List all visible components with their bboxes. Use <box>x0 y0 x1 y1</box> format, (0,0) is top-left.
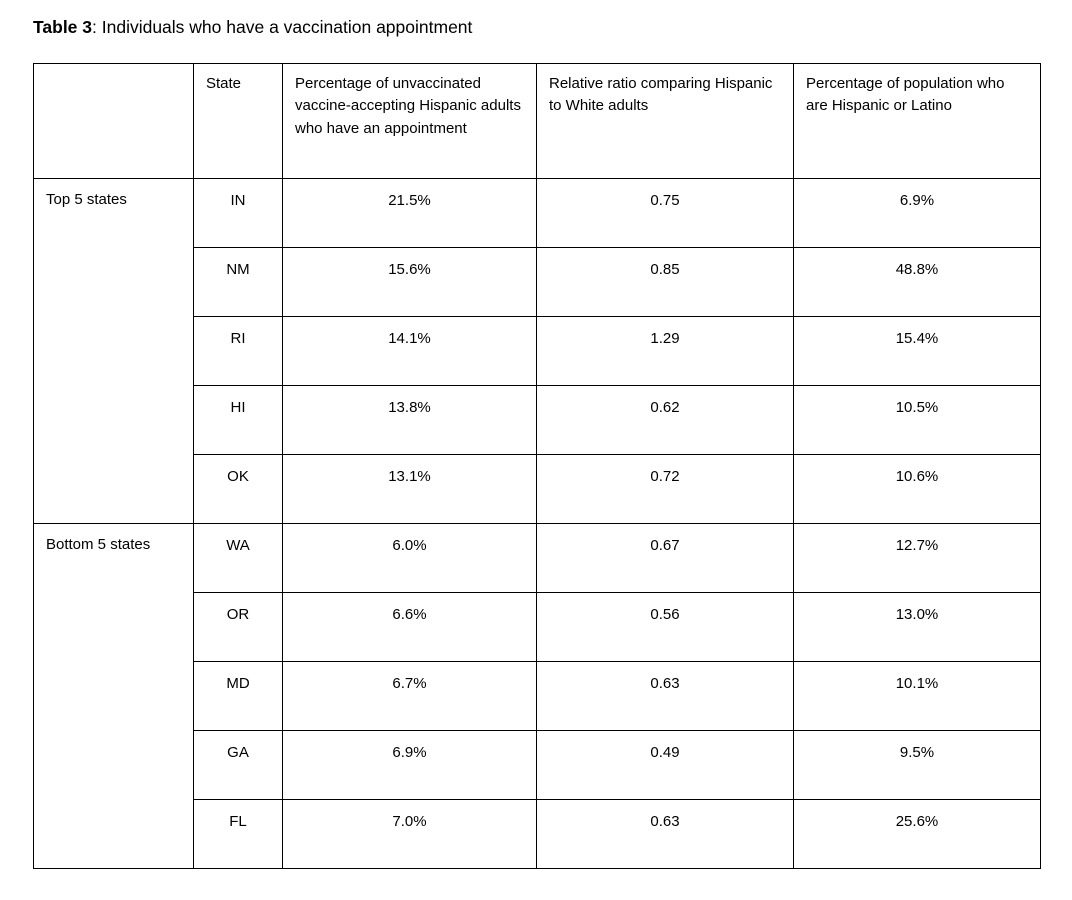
cell-pct-population: 10.5% <box>793 384 1041 455</box>
table-row: MD 6.7% 0.63 10.1% <box>34 660 1041 731</box>
cell-pct-appointment: 6.9% <box>282 729 537 800</box>
table-row: Bottom 5 states WA 6.0% 0.67 12.7% <box>33 522 1041 869</box>
group-label-top5: Top 5 states <box>33 177 194 524</box>
cell-relative-ratio: 0.72 <box>536 453 794 524</box>
cell-pct-appointment: 7.0% <box>282 798 537 869</box>
cell-pct-appointment: 15.6% <box>282 246 537 317</box>
cell-relative-ratio: 0.75 <box>536 177 794 248</box>
header-state: State <box>193 62 283 179</box>
cell-relative-ratio: 0.56 <box>536 591 794 662</box>
cell-pct-appointment: 6.7% <box>282 660 537 731</box>
table-header-row: State Percentage of unvaccinated vaccine… <box>33 62 1041 179</box>
cell-pct-population: 10.1% <box>793 660 1041 731</box>
cell-pct-appointment: 6.0% <box>282 522 537 593</box>
cell-pct-appointment: 13.1% <box>282 453 537 524</box>
table-row: NM 15.6% 0.85 48.8% <box>34 246 1041 317</box>
table-caption-text: : Individuals who have a vaccination app… <box>92 17 473 37</box>
cell-state: OK <box>193 453 283 524</box>
cell-state: GA <box>193 729 283 800</box>
cell-pct-appointment: 21.5% <box>282 177 537 248</box>
cell-state: FL <box>193 798 283 869</box>
table-row: GA 6.9% 0.49 9.5% <box>34 729 1041 800</box>
table-row: HI 13.8% 0.62 10.5% <box>34 384 1041 455</box>
cell-pct-population: 48.8% <box>793 246 1041 317</box>
cell-relative-ratio: 0.85 <box>536 246 794 317</box>
cell-relative-ratio: 0.67 <box>536 522 794 593</box>
cell-pct-population: 10.6% <box>793 453 1041 524</box>
header-blank <box>33 62 194 179</box>
table-row: FL 7.0% 0.63 25.6% <box>34 798 1041 869</box>
table-caption: Table 3: Individuals who have a vaccinat… <box>33 17 1040 39</box>
cell-pct-population: 13.0% <box>793 591 1041 662</box>
table-row: Top 5 states IN 21.5% 0.75 6.9% <box>33 177 1041 524</box>
table-row: RI 14.1% 1.29 15.4% <box>34 315 1041 386</box>
table-caption-label: Table 3 <box>33 17 93 37</box>
cell-pct-appointment: 13.8% <box>282 384 537 455</box>
vaccination-appointment-table: State Percentage of unvaccinated vaccine… <box>33 62 1041 869</box>
header-pct-appointment: Percentage of unvaccinated vaccine-accep… <box>282 62 537 179</box>
cell-state: IN <box>193 177 283 248</box>
cell-pct-population: 6.9% <box>793 177 1041 248</box>
cell-pct-population: 15.4% <box>793 315 1041 386</box>
cell-pct-appointment: 14.1% <box>282 315 537 386</box>
cell-relative-ratio: 0.49 <box>536 729 794 800</box>
header-pct-population: Percentage of population who are Hispani… <box>793 62 1041 179</box>
cell-pct-appointment: 6.6% <box>282 591 537 662</box>
cell-relative-ratio: 0.63 <box>536 798 794 869</box>
cell-relative-ratio: 0.62 <box>536 384 794 455</box>
table-row: OR 6.6% 0.56 13.0% <box>34 591 1041 662</box>
cell-pct-population: 12.7% <box>793 522 1041 593</box>
cell-relative-ratio: 0.63 <box>536 660 794 731</box>
cell-relative-ratio: 1.29 <box>536 315 794 386</box>
cell-state: OR <box>193 591 283 662</box>
table-row: OK 13.1% 0.72 10.6% <box>34 453 1041 524</box>
cell-state: WA <box>193 522 283 593</box>
cell-state: NM <box>193 246 283 317</box>
cell-state: HI <box>193 384 283 455</box>
group-label-bottom5: Bottom 5 states <box>33 522 194 869</box>
cell-state: RI <box>193 315 283 386</box>
cell-state: MD <box>193 660 283 731</box>
cell-pct-population: 9.5% <box>793 729 1041 800</box>
header-relative-ratio: Relative ratio comparing Hispanic to Whi… <box>536 62 794 179</box>
cell-pct-population: 25.6% <box>793 798 1041 869</box>
